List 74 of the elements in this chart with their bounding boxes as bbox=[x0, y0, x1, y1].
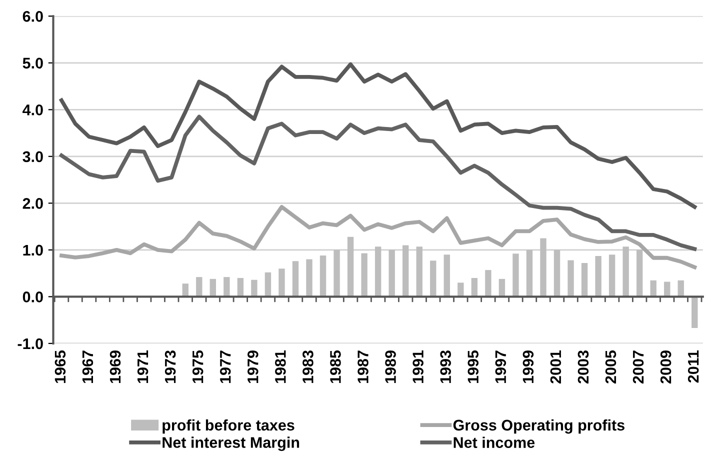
bar bbox=[485, 270, 492, 297]
bar bbox=[402, 245, 409, 297]
bar bbox=[196, 277, 202, 297]
y-tick-label: -1.0 bbox=[18, 338, 43, 350]
bar bbox=[361, 253, 368, 297]
x-tick-label: 1977 bbox=[220, 350, 231, 384]
x-tick-label: 1975 bbox=[192, 350, 204, 384]
legend-label: Net interest Margin bbox=[162, 436, 300, 451]
y-tick-label: 6.0 bbox=[22, 11, 43, 22]
bar bbox=[636, 250, 643, 297]
x-tick-label: 2009 bbox=[660, 350, 672, 384]
x-tick-label: 1969 bbox=[110, 350, 121, 384]
x-tick-label: 1981 bbox=[275, 350, 286, 384]
bar bbox=[471, 278, 478, 297]
x-tick-label: 1989 bbox=[385, 350, 396, 384]
line-series bbox=[60, 204, 697, 270]
bar bbox=[664, 282, 670, 297]
bar bbox=[264, 272, 272, 297]
y-tick-label: 0.0 bbox=[22, 292, 43, 302]
bar bbox=[237, 278, 244, 297]
y-tick-label: 5.0 bbox=[22, 58, 43, 69]
bar bbox=[292, 261, 299, 297]
x-tick-label: 2005 bbox=[605, 350, 616, 384]
bar bbox=[224, 277, 230, 297]
bar bbox=[581, 263, 588, 297]
legend-label: profit before taxes bbox=[162, 419, 294, 434]
bar bbox=[608, 254, 616, 297]
bar bbox=[210, 278, 216, 297]
bar bbox=[444, 254, 450, 297]
bar bbox=[251, 280, 258, 297]
x-tick-label: 1979 bbox=[247, 350, 258, 384]
line-series bbox=[60, 114, 697, 251]
bar bbox=[306, 259, 312, 297]
bar bbox=[622, 246, 629, 297]
x-tick-label: 1993 bbox=[440, 350, 452, 384]
bar bbox=[540, 238, 546, 297]
x-tick-label: 2011 bbox=[688, 350, 699, 383]
bar bbox=[458, 282, 464, 297]
x-tick-label: 1983 bbox=[302, 350, 314, 384]
y-tick-label: 3.0 bbox=[22, 151, 43, 162]
x-tick-label: 1965 bbox=[54, 350, 66, 384]
bar bbox=[416, 246, 422, 297]
x-tick-label: 1967 bbox=[82, 350, 94, 384]
x-tick-label: 1987 bbox=[358, 350, 368, 384]
x-tick-label: 1985 bbox=[330, 350, 341, 384]
y-tick-label: 2.0 bbox=[22, 198, 43, 209]
bar bbox=[498, 278, 506, 297]
y-tick-label: 4.0 bbox=[22, 104, 43, 116]
bar bbox=[526, 250, 533, 297]
line-series bbox=[60, 62, 697, 209]
x-tick-label: 1997 bbox=[495, 350, 506, 384]
bar bbox=[320, 256, 326, 297]
bar bbox=[512, 254, 519, 297]
bar bbox=[278, 268, 285, 297]
bar bbox=[347, 236, 354, 297]
x-tick-label: 1973 bbox=[164, 350, 176, 384]
x-tick-label: 2001 bbox=[550, 350, 562, 384]
x-tick-label: 1971 bbox=[137, 350, 148, 384]
legend-label: Gross Operating profits bbox=[453, 419, 624, 434]
bar bbox=[374, 246, 382, 297]
bar bbox=[595, 256, 602, 297]
x-tick-label: 2003 bbox=[578, 350, 589, 384]
x-tick-label: 1995 bbox=[468, 350, 479, 384]
y-tick-label: 1.0 bbox=[23, 244, 43, 256]
x-tick-label: 1999 bbox=[522, 350, 534, 384]
legend-label: Net income bbox=[454, 436, 535, 448]
bar bbox=[568, 260, 574, 297]
x-tick-label: 2007 bbox=[632, 350, 644, 384]
x-tick-label: 1991 bbox=[412, 350, 424, 384]
bar bbox=[554, 250, 560, 297]
bar bbox=[692, 296, 698, 328]
bar bbox=[430, 260, 436, 297]
bar bbox=[388, 250, 395, 297]
bar bbox=[334, 250, 340, 297]
